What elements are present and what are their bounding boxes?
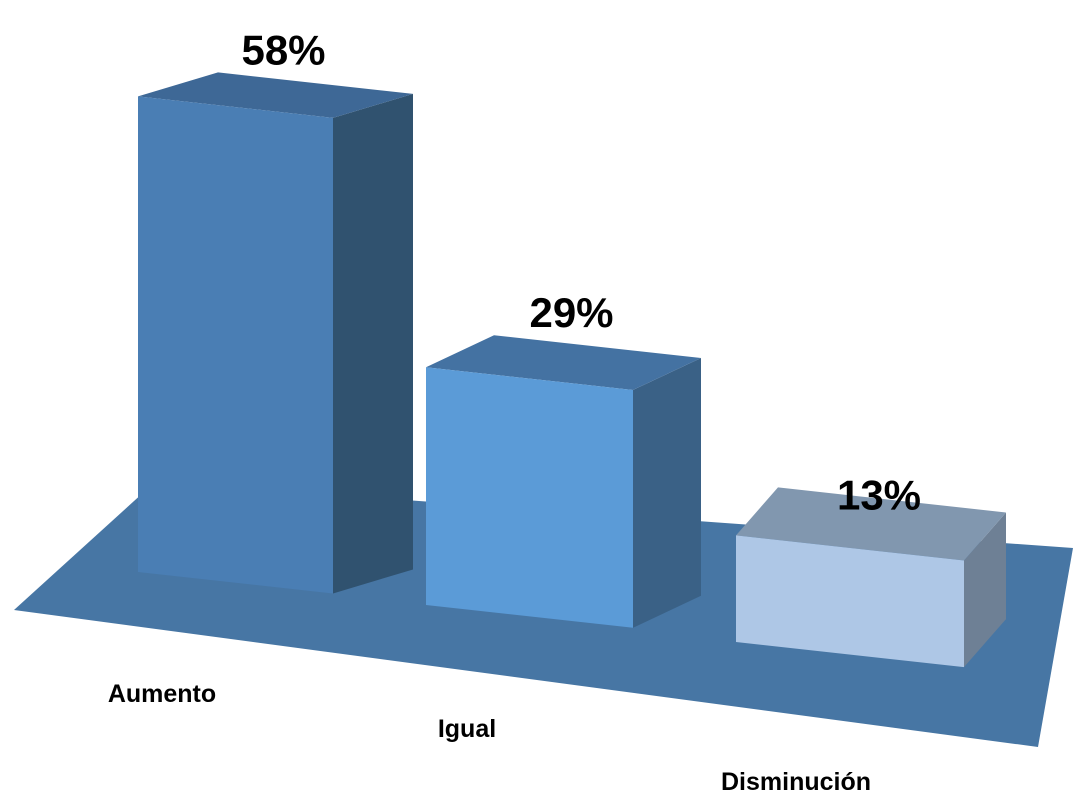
bar-side-face (633, 357, 701, 628)
category-label: Disminución (721, 768, 871, 796)
bar-top-face (736, 487, 1006, 561)
bar-series (138, 72, 1006, 668)
category-label: Igual (438, 715, 496, 743)
data-label: 13% (837, 471, 921, 518)
bar-side-face (964, 512, 1006, 668)
data-label: 58% (241, 26, 325, 73)
bar-disminución (736, 487, 1006, 668)
category-labels: Aumento Igual Disminución (108, 680, 871, 796)
bar-top-face (138, 72, 413, 118)
data-label: 29% (529, 289, 613, 336)
bar-front-face (426, 367, 633, 628)
category-label: Aumento (108, 680, 216, 708)
data-labels: 58% 29% 13% (241, 26, 921, 518)
bar-igual (426, 335, 701, 628)
bar-side-face (333, 93, 413, 594)
bar-aumento (138, 72, 413, 594)
bar-top-face (426, 335, 701, 390)
bar-front-face (138, 96, 333, 594)
bar-front-face (736, 535, 964, 668)
